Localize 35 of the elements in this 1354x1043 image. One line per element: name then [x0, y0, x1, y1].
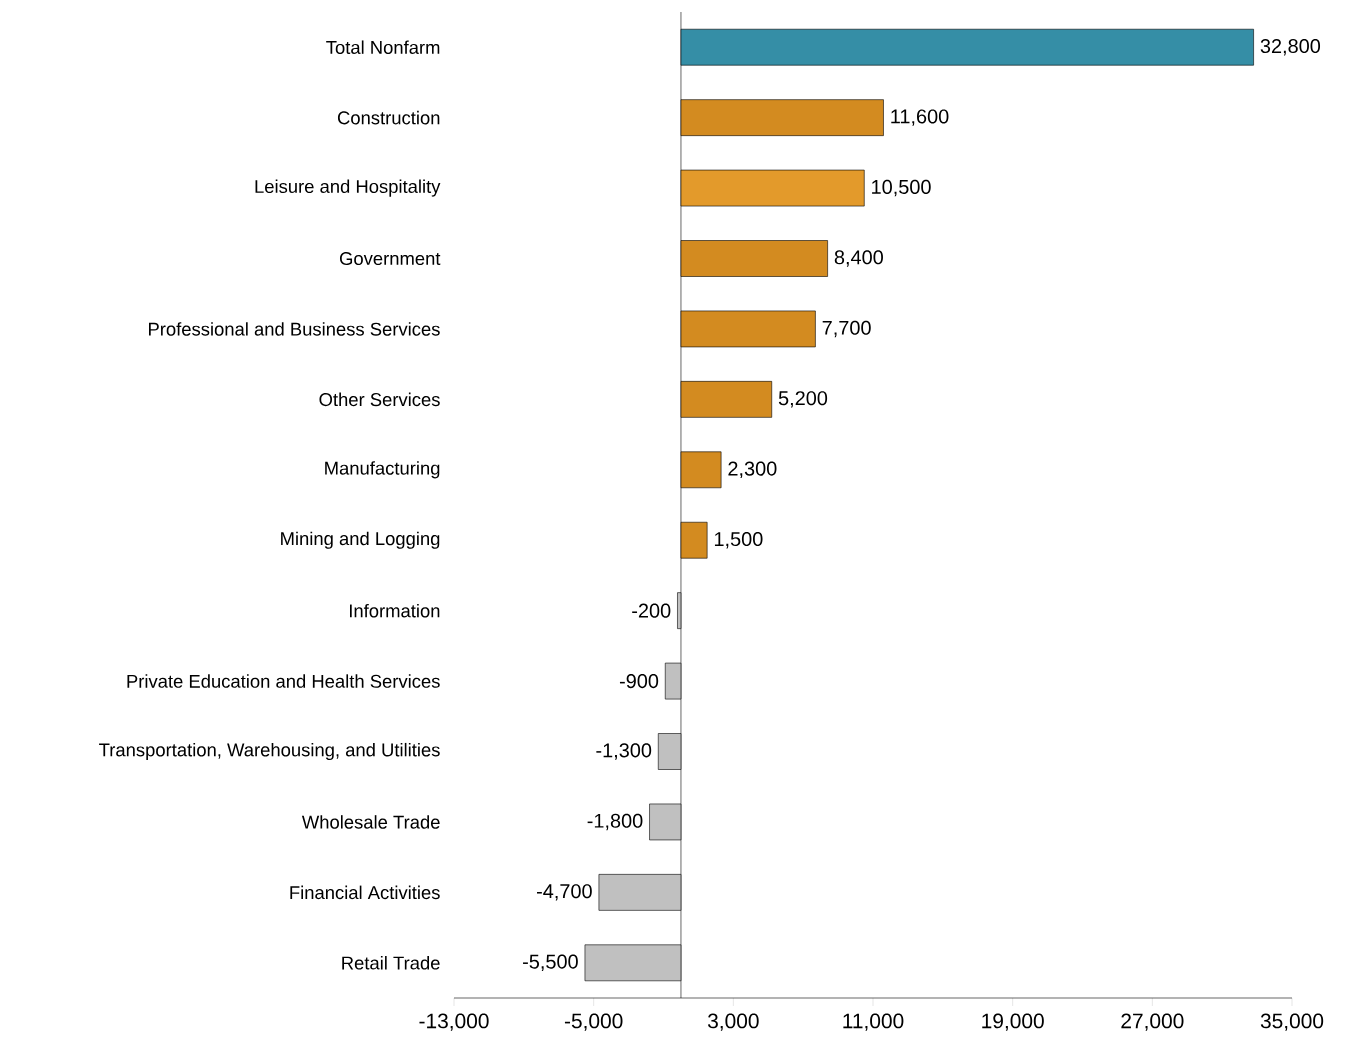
y-tick-label: Transportation, Warehousing, and Utilities	[99, 742, 440, 761]
x-tick-label: 35,000	[1260, 1013, 1324, 1031]
y-tick-label: Construction	[337, 110, 440, 125]
data-label: 32,800	[1260, 38, 1321, 56]
data-label: 2,300	[728, 461, 777, 479]
x-tick-label: -13,000	[419, 1013, 489, 1031]
y-tick-label: Other Services	[319, 392, 440, 407]
y-tick-label: Professional and Business Services	[149, 322, 440, 336]
data-label: 5,200	[778, 391, 828, 408]
y-tick-label: Mining and Logging	[281, 531, 440, 549]
y-tick-label: Total Nonfarm	[326, 40, 440, 54]
y-tick-label: Retail Trade	[342, 956, 440, 970]
data-label: 10,500	[872, 179, 931, 197]
y-tick-label: Leisure and Hospitality	[255, 179, 441, 197]
y-tick-label: Government	[339, 251, 441, 266]
y-tick-label: Wholesale Trade	[301, 815, 440, 829]
data-label: 7,700	[822, 320, 871, 338]
x-tick-label: 27,000	[1121, 1013, 1184, 1031]
x-tick-label: -5,000	[564, 1013, 623, 1031]
data-label: 11,600	[891, 109, 949, 126]
y-tick-label: Private Education and Health Services	[127, 674, 440, 688]
data-label: -1,300	[596, 743, 652, 760]
data-label: -5,500	[523, 954, 578, 972]
data-label: -200	[632, 603, 671, 618]
x-tick-label: 3,000	[707, 1013, 759, 1031]
data-label: 1,500	[714, 532, 763, 549]
data-label: -900	[619, 674, 659, 689]
data-label: 8,400	[834, 250, 883, 267]
y-tick-label: Financial Activities	[290, 885, 440, 900]
y-tick-label: Information	[349, 603, 440, 618]
x-tick-label: 19,000	[982, 1013, 1044, 1031]
data-label: -4,700	[537, 884, 592, 901]
x-tick-label: 11,000	[843, 1013, 904, 1031]
data-label: -1,800	[587, 813, 643, 831]
y-tick-label: Manufacturing	[325, 461, 440, 479]
